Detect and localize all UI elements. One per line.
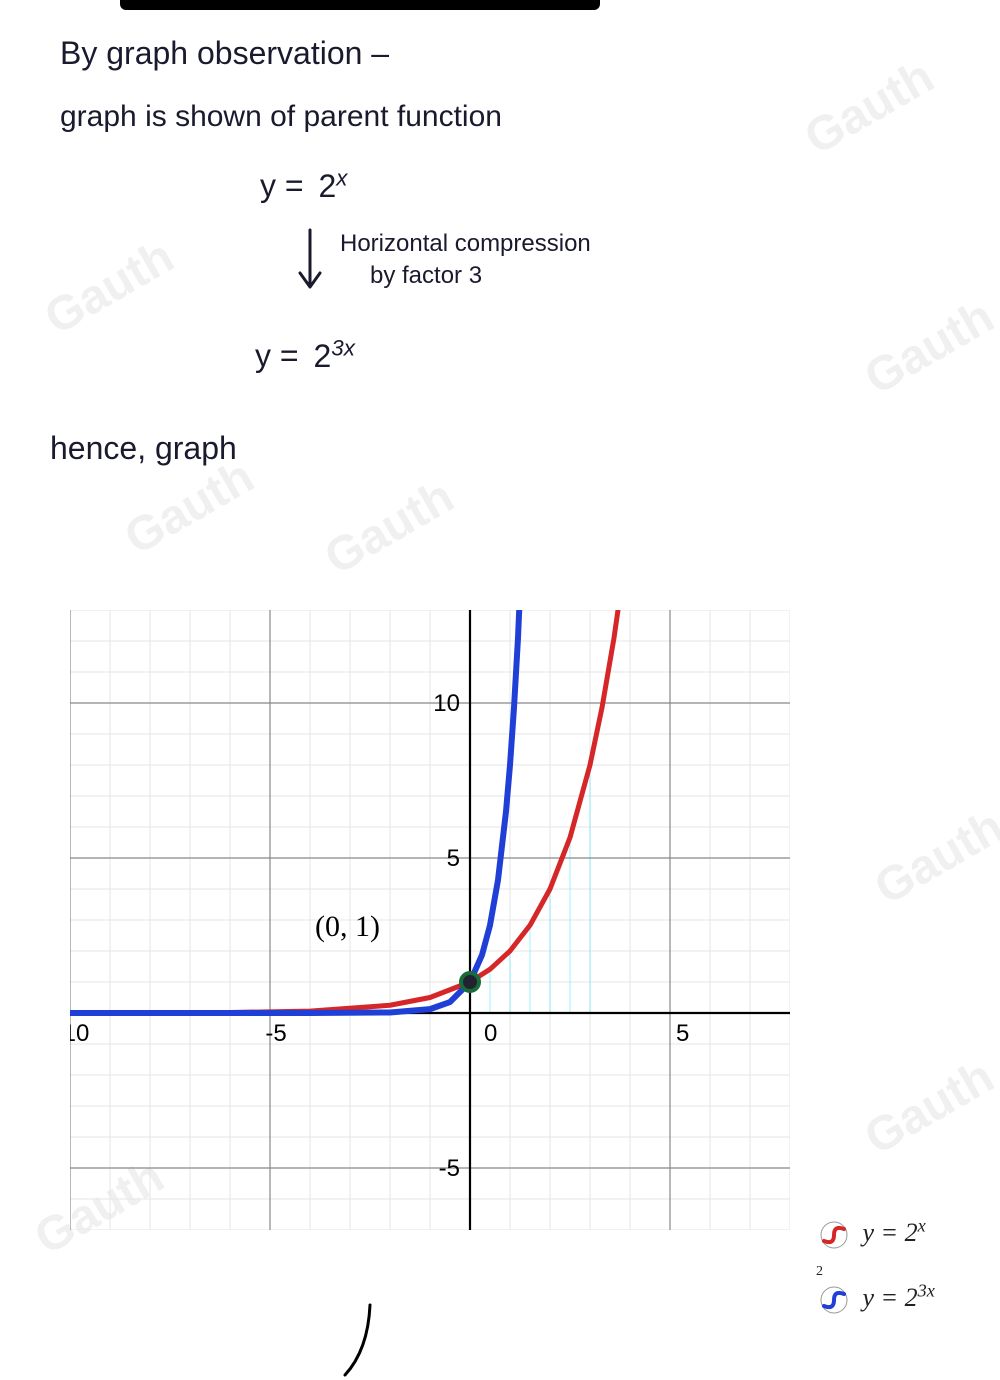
svg-text:-5: -5 [439, 1155, 460, 1182]
eq-1: y = 2x [260, 165, 347, 205]
eq2-y: y = [255, 338, 299, 374]
legend-1-label: y = 2x [863, 1218, 926, 1247]
eq1-y: y = [260, 168, 304, 204]
svg-text:0: 0 [484, 1020, 497, 1047]
eq2-exp: 3x [331, 335, 355, 360]
curve-icon-red [820, 1221, 848, 1249]
eq2-base: 2 [313, 338, 331, 374]
trans-line-1: Horizontal compression [340, 230, 591, 258]
eq2-rhs: 23x [313, 338, 354, 374]
curve-icon-blue [820, 1286, 848, 1314]
stray-curve-icon [330, 1300, 410, 1380]
exponential-chart: 0 5 10 -5 5 10 -5 [70, 610, 790, 1230]
svg-text:10: 10 [70, 1020, 89, 1047]
line-2: graph is shown of parent function [60, 100, 502, 134]
eq1-base: 2 [318, 168, 336, 204]
top-dark-bar [120, 0, 600, 10]
line-1: By graph observation – [60, 35, 389, 72]
legend-item-2: 2 y = 23x [820, 1280, 935, 1314]
legend-item-1: y = 2x [820, 1215, 926, 1249]
svg-text:-5: -5 [265, 1020, 286, 1047]
trans-line-2: by factor 3 [370, 262, 482, 290]
eq-2: y = 23x [255, 335, 355, 375]
eq1-exp: x [336, 165, 347, 190]
point-label: (0, 1) [315, 910, 380, 944]
legend-2-badge: 2 [816, 1264, 823, 1280]
down-arrow-icon [290, 225, 330, 305]
legend-2-label: y = 23x [863, 1283, 935, 1312]
svg-text:5: 5 [447, 845, 460, 872]
svg-text:5: 5 [676, 1020, 689, 1047]
chart-svg: 0 5 10 -5 5 10 -5 [70, 610, 790, 1230]
hence-line: hence, graph [50, 430, 237, 467]
eq1-rhs: 2x [318, 168, 347, 204]
svg-text:10: 10 [433, 690, 460, 717]
